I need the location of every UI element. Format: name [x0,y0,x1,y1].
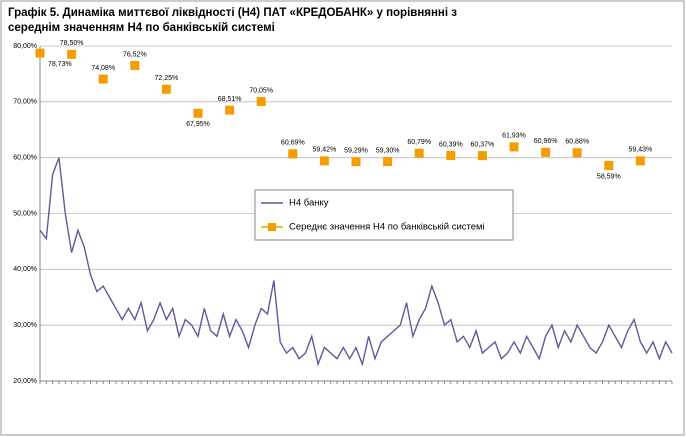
y-tick-label: 70,00% [13,99,37,106]
data-marker [446,150,456,160]
data-label: 78,73% [48,61,72,68]
legend-label: Середнє значення Н4 по банківській систе… [289,222,485,233]
legend-box [254,189,514,241]
chart-title: Графік 5. Динаміка миттєвої ліквідності … [8,7,457,34]
data-label: 67,95% [186,121,210,128]
data-marker [67,49,77,59]
data-marker [477,151,487,161]
data-label: 60,96% [534,138,558,145]
data-marker [319,156,329,166]
y-tick-label: 60,00% [13,155,37,162]
data-label: 59,43% [629,147,653,154]
data-label: 60,69% [281,140,305,147]
data-label: 74,08% [91,65,115,72]
data-marker [572,148,582,158]
data-label: 60,37% [471,141,495,148]
data-label: 76,52% [123,51,147,58]
y-tick-label: 20,00% [13,378,37,385]
data-marker [541,147,551,157]
data-label: 60,39% [439,141,463,148]
data-marker [604,161,614,171]
data-marker [288,149,298,159]
data-label: 60,79% [407,139,431,146]
data-label: 59,29% [344,147,368,154]
y-tick-label: 50,00% [13,210,37,217]
data-marker [509,142,519,152]
data-label: 68,51% [218,96,242,103]
y-tick-label: 30,00% [13,322,37,329]
data-marker [414,148,424,158]
data-marker [635,156,645,166]
y-tick-label: 40,00% [13,266,37,273]
data-label: 59,30% [376,147,400,154]
data-label: 78,50% [60,40,84,47]
data-marker [161,84,171,94]
data-label: 59,42% [313,147,337,154]
data-marker [351,157,361,167]
legend-marker [268,223,276,231]
data-marker [193,108,203,118]
data-line [39,157,673,367]
data-marker [383,157,393,167]
data-marker [98,74,108,84]
data-label: 72,25% [155,75,179,82]
data-label: 60,88% [565,139,589,146]
data-label: 61,93% [502,133,526,140]
data-marker [256,97,266,107]
data-marker [130,60,140,70]
data-marker [225,105,235,115]
legend-label: Н4 банку [289,198,329,209]
data-label: 58,59% [597,173,621,180]
data-marker [35,48,45,58]
data-label: 70,05% [249,87,273,94]
y-tick-label: 80,00% [13,43,37,50]
